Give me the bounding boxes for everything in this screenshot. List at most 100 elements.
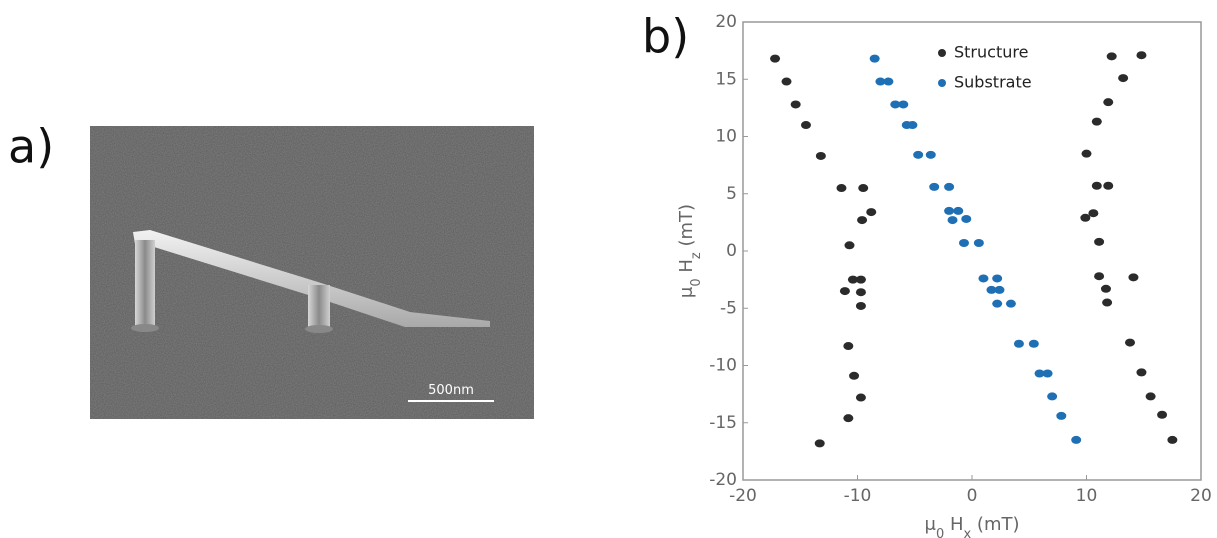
point [1047, 392, 1058, 401]
point [1071, 435, 1082, 444]
point [994, 285, 1005, 294]
y-tick-label: -10 [709, 356, 737, 376]
point [1013, 339, 1024, 348]
point [1056, 411, 1067, 420]
point [1167, 435, 1178, 444]
point [1042, 369, 1053, 378]
y-tick-label: -5 [720, 298, 737, 318]
point [1080, 213, 1091, 222]
point [855, 393, 866, 402]
label-part: H [676, 259, 697, 278]
legend-marker [938, 49, 946, 57]
label-part: μ [925, 514, 937, 535]
y-tick-label: 5 [726, 184, 737, 204]
point [1145, 392, 1156, 401]
point [1106, 52, 1117, 61]
point [847, 275, 858, 284]
point [947, 216, 958, 225]
point [898, 100, 909, 109]
x-tick-label: -10 [844, 486, 872, 506]
y-tick-label: 10 [715, 127, 737, 147]
point [1100, 284, 1111, 293]
y-tick-label: 15 [715, 69, 737, 89]
point [986, 285, 997, 294]
point [1094, 237, 1105, 246]
point [1088, 209, 1099, 218]
point [855, 301, 866, 310]
point [849, 371, 860, 380]
label-part: 0 [689, 278, 704, 286]
label-part: x [964, 527, 972, 538]
point [929, 182, 940, 191]
sem-image: 500nm [90, 126, 534, 419]
y-tick-label: 0 [726, 241, 737, 261]
point [1102, 298, 1113, 307]
xlabel-label: μ0 Hx (mT) [925, 514, 1020, 538]
point [1136, 51, 1147, 60]
point [1103, 98, 1114, 107]
point [944, 182, 955, 191]
point [1094, 272, 1105, 281]
point [890, 100, 901, 109]
y-tick-label: -20 [709, 470, 737, 490]
point [1034, 369, 1045, 378]
point [1081, 149, 1092, 158]
point [973, 238, 984, 247]
label-part: (mT) [971, 514, 1019, 535]
point [1091, 181, 1102, 190]
point [1128, 273, 1139, 282]
point [858, 184, 869, 193]
point [958, 238, 969, 247]
point [944, 206, 955, 215]
label-part: 0 [936, 527, 944, 538]
point [992, 299, 1003, 308]
point [869, 54, 880, 63]
point [953, 206, 964, 215]
point [925, 150, 936, 159]
point [790, 100, 801, 109]
point [781, 77, 792, 86]
point [855, 288, 866, 297]
point [1136, 368, 1147, 377]
point [815, 151, 826, 160]
point [1005, 299, 1016, 308]
point [1125, 338, 1136, 347]
point [883, 77, 894, 86]
point [857, 216, 868, 225]
point [875, 77, 886, 86]
point [961, 214, 972, 223]
point [800, 121, 811, 130]
point [839, 287, 850, 296]
legend-marker [938, 79, 946, 87]
scale-bar-label: 500nm [428, 383, 474, 398]
point [843, 342, 854, 351]
x-tick-label: -20 [729, 486, 757, 506]
x-tick-label: 0 [967, 486, 978, 506]
point [1091, 117, 1102, 126]
point [1157, 410, 1168, 419]
y-tick-label: 20 [715, 12, 737, 32]
point [836, 184, 847, 193]
point [992, 274, 1003, 283]
point [843, 414, 854, 423]
point [1103, 181, 1114, 190]
point [1118, 74, 1129, 83]
legend-label: Substrate [954, 73, 1032, 92]
point [913, 150, 924, 159]
x-tick-label: 10 [1076, 486, 1098, 506]
label-part: H [944, 514, 963, 535]
point [814, 439, 825, 448]
x-tick-label: 20 [1190, 486, 1212, 506]
legend-label: Structure [954, 43, 1028, 62]
point [1028, 339, 1039, 348]
label-part: (mT) [676, 204, 697, 252]
point [844, 241, 855, 250]
label-part: μ [676, 286, 697, 298]
label-part: z [689, 252, 704, 259]
point [770, 54, 781, 63]
panel-label: b) [642, 10, 689, 64]
point [907, 121, 918, 130]
point [855, 275, 866, 284]
point [978, 274, 989, 283]
